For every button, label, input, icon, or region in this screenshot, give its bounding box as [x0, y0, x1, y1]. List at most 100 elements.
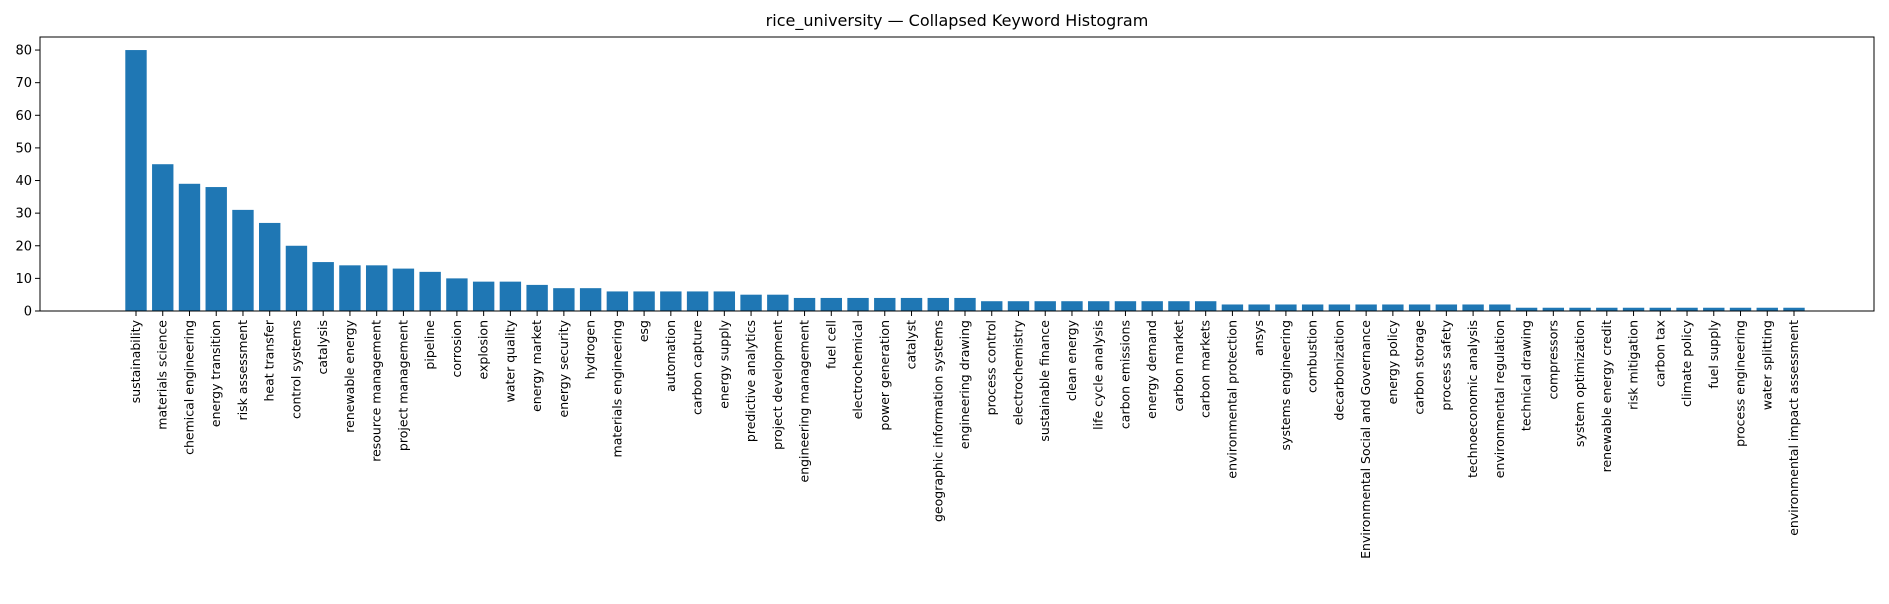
- bar: [1596, 307, 1618, 311]
- x-tick-label: explosion: [476, 320, 491, 379]
- bar: [419, 271, 441, 311]
- bar: [1622, 307, 1645, 311]
- x-tick-label: carbon emissions: [1117, 320, 1132, 429]
- y-tick-label: 10: [15, 272, 32, 287]
- bar: [820, 297, 842, 311]
- y-axis: 0 10 20 30 40 50 60 70 80: [15, 44, 40, 320]
- x-tick-label: combustion: [1305, 320, 1320, 393]
- chart-title: rice_university — Collapsed Keyword Hist…: [766, 11, 1149, 31]
- bar: [1435, 304, 1458, 311]
- x-tick-label: process control: [984, 320, 999, 415]
- bar: [1194, 301, 1217, 311]
- x-tick-label: project development: [770, 320, 785, 450]
- x-tick-label: energy demand: [1144, 320, 1159, 419]
- x-tick-label: carbon storage: [1412, 320, 1427, 415]
- bar: [499, 281, 522, 311]
- bar: [1783, 307, 1805, 311]
- x-tick-label: life cycle analysis: [1091, 320, 1106, 430]
- y-tick-label: 80: [15, 44, 32, 59]
- bar: [259, 222, 281, 311]
- x-tick-label: corrosion: [449, 320, 464, 378]
- bar: [285, 245, 308, 311]
- bar: [740, 294, 762, 311]
- x-tick-label: power generation: [877, 320, 892, 431]
- x-axis: sustainability materials science chemical …: [128, 311, 1801, 559]
- x-tick-label: system optimization: [1572, 320, 1587, 447]
- x-tick-label: pipeline: [422, 320, 437, 370]
- bar: [1515, 307, 1538, 311]
- x-tick-label: ansys: [1251, 320, 1266, 356]
- x-tick-label: compressors: [1545, 320, 1560, 400]
- x-tick-label: process engineering: [1733, 320, 1748, 447]
- bar: [1408, 304, 1431, 311]
- x-tick-label: carbon tax: [1652, 320, 1667, 387]
- bar: [446, 278, 468, 311]
- bar: [874, 297, 896, 311]
- bar: [1301, 304, 1324, 311]
- bar: [1088, 301, 1110, 311]
- x-tick-label: technoeconomic analysis: [1465, 320, 1480, 478]
- x-tick-label: energy market: [529, 320, 544, 412]
- y-tick-label: 70: [15, 76, 32, 91]
- bar: [1569, 307, 1591, 311]
- y-tick-label: 30: [15, 207, 32, 222]
- x-tick-label: fuel cell: [823, 320, 838, 369]
- x-tick-label: materials science: [155, 320, 170, 430]
- bar: [713, 291, 736, 311]
- bar: [767, 294, 789, 311]
- x-tick-label: fuel supply: [1706, 319, 1721, 388]
- bar: [392, 268, 415, 311]
- bar: [954, 297, 976, 311]
- bar: [660, 291, 682, 311]
- bar: [1168, 301, 1190, 311]
- bar: [125, 50, 147, 312]
- bar: [1275, 304, 1297, 311]
- bar: [927, 297, 949, 311]
- bar: [1007, 301, 1030, 311]
- bar: [900, 297, 923, 311]
- x-tick-label: risk mitigation: [1626, 320, 1641, 410]
- x-tick-label: technical drawing: [1519, 320, 1534, 431]
- x-tick-label: carbon market: [1171, 320, 1186, 412]
- x-tick-label: Environmental Social and Governance: [1358, 320, 1373, 559]
- x-tick-label: water splitting: [1759, 320, 1774, 410]
- x-tick-label: engineering management: [797, 320, 812, 483]
- x-tick-label: water quality: [502, 319, 517, 402]
- bar: [1355, 304, 1377, 311]
- bar: [526, 284, 548, 311]
- bar: [1729, 307, 1752, 311]
- y-tick-label: 60: [15, 109, 32, 124]
- bar: [1061, 301, 1083, 311]
- bar: [1542, 307, 1565, 311]
- bar: [365, 265, 388, 311]
- plot-frame: [39, 36, 1875, 312]
- x-tick-label: systems engineering: [1278, 320, 1293, 450]
- x-tick-label: chemical engineering: [181, 320, 196, 455]
- bar: [847, 297, 869, 311]
- x-tick-label: carbon capture: [690, 320, 705, 415]
- bar: [205, 187, 227, 311]
- x-tick-label: energy supply: [716, 319, 731, 408]
- bar: [1382, 304, 1404, 311]
- bar: [1649, 307, 1671, 311]
- bar: [981, 301, 1003, 311]
- bar: [1248, 304, 1270, 311]
- x-tick-label: energy security: [556, 319, 571, 417]
- x-tick-label: resource management: [369, 320, 384, 462]
- x-tick-label: carbon markets: [1198, 320, 1213, 418]
- x-tick-label: energy transition: [208, 320, 223, 427]
- y-tick-label: 50: [15, 141, 32, 156]
- bar: [1221, 304, 1244, 311]
- x-tick-label: environmental regulation: [1492, 320, 1507, 478]
- y-tick-label: 20: [15, 239, 32, 254]
- x-tick-label: environmental protection: [1224, 320, 1239, 479]
- bar: [1703, 307, 1725, 311]
- bar: [152, 164, 174, 311]
- x-tick-label: control systems: [288, 320, 303, 419]
- bar: [339, 265, 361, 311]
- x-tick-label: decarbonization: [1331, 320, 1346, 420]
- x-tick-label: catalysis: [315, 320, 330, 374]
- bars-group: [125, 50, 1805, 312]
